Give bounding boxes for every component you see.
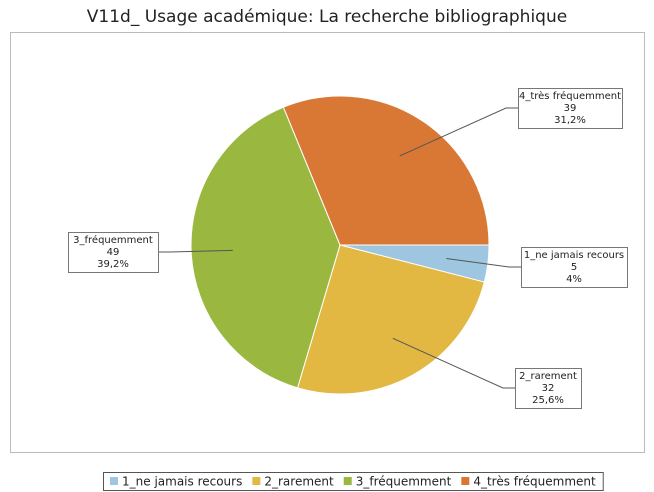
label-box [68, 232, 159, 273]
slice-percent: 25,6% [532, 395, 564, 406]
slice-count: 49 [107, 247, 120, 258]
legend-swatch [343, 477, 352, 485]
slice-percent: 4% [566, 274, 582, 285]
leader-line [158, 249, 233, 253]
leader-line [392, 337, 515, 389]
slice-count: 32 [542, 383, 555, 394]
slice-count: 5 [571, 262, 577, 273]
slice-label: 2_rarement [519, 371, 577, 382]
slice-label: 4_très fréquemment [519, 90, 621, 102]
slice-percent: 39,2% [97, 259, 129, 270]
legend-label: 4_très fréquemment [473, 475, 596, 489]
legend-swatch [252, 477, 261, 485]
label-box [515, 368, 582, 409]
legend-box [103, 472, 604, 491]
pie-slice [190, 106, 341, 389]
label-box [518, 88, 623, 129]
legend-swatch [110, 477, 118, 485]
slice-label: 1_ne jamais recours [524, 250, 624, 261]
leader-line [446, 257, 521, 268]
legend-label: 3_fréquemment [356, 475, 452, 489]
legend-label: 2_rarement [264, 475, 334, 489]
legend-swatch [461, 477, 470, 485]
pie-slice [282, 95, 490, 246]
label-box [521, 247, 628, 288]
legend-label: 1_ne jamais recours [122, 475, 242, 489]
plot-frame [10, 32, 645, 453]
leader-line [399, 107, 518, 157]
chart-title: V11d_ Usage académique: La recherche bib… [87, 7, 567, 27]
pie-slice [296, 244, 485, 395]
slice-label: 3_fréquemment [73, 234, 153, 246]
slice-count: 39 [564, 103, 577, 114]
slice-percent: 31,2% [554, 115, 586, 126]
